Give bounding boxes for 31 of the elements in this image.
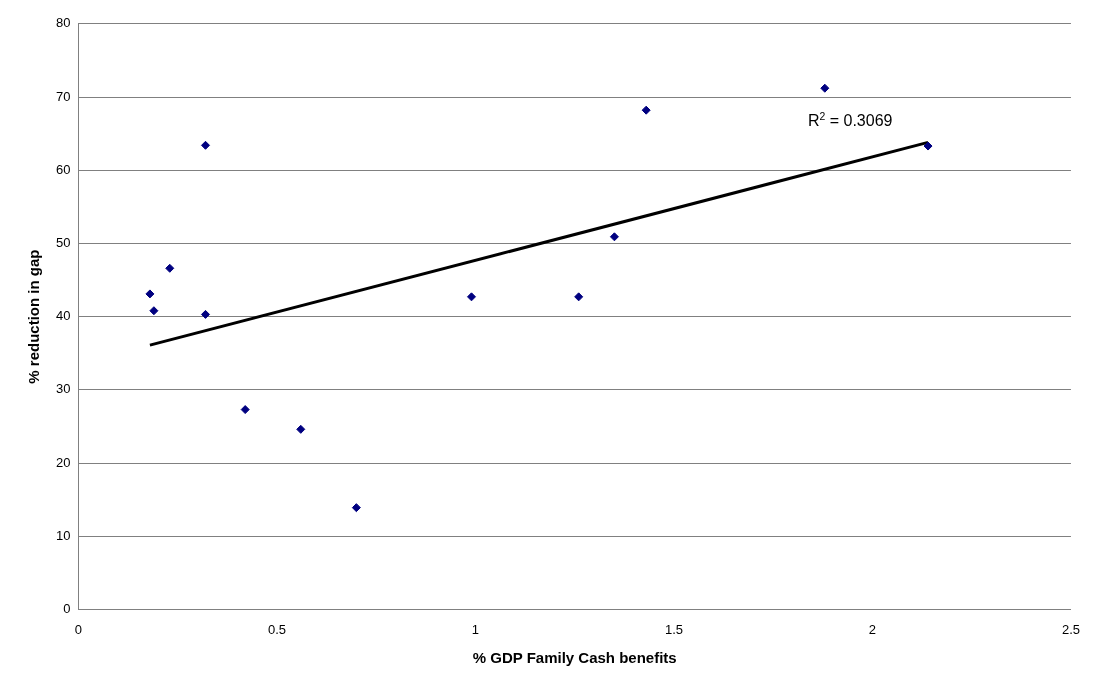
point — [923, 141, 933, 151]
y-tick-label: 40 — [55, 308, 71, 324]
point — [574, 292, 584, 302]
y-tick-label: 60 — [55, 161, 71, 177]
x-tick-label: 1 — [471, 621, 480, 637]
y-tick-label: 80 — [55, 15, 71, 31]
x-axis-title: % GDP Family Cash benefits — [472, 649, 677, 667]
point — [820, 83, 830, 93]
point — [240, 405, 250, 415]
y-tick-label: 50 — [55, 234, 71, 250]
point — [165, 263, 175, 273]
point — [351, 503, 361, 513]
y-tick-label: 70 — [55, 88, 71, 104]
point — [149, 306, 159, 316]
x-tick-label: 0 — [74, 621, 83, 637]
point — [296, 424, 306, 434]
y-axis-title: % reduction in gap — [25, 249, 43, 384]
y-tick-label: 0 — [63, 600, 71, 616]
point — [641, 105, 651, 115]
point — [609, 232, 619, 242]
point — [145, 289, 155, 299]
y-tick-label: 30 — [55, 381, 71, 397]
x-tick-label: 0.5 — [267, 621, 286, 637]
y-tick-label: 10 — [55, 527, 71, 543]
x-tick-label: 2 — [868, 621, 877, 637]
y-tick-label: 20 — [55, 454, 71, 470]
point — [201, 140, 210, 150]
x-tick-label: 2.5 — [1061, 621, 1080, 637]
point — [201, 309, 210, 319]
x-tick-label: 1.5 — [664, 621, 683, 637]
point — [466, 292, 476, 302]
